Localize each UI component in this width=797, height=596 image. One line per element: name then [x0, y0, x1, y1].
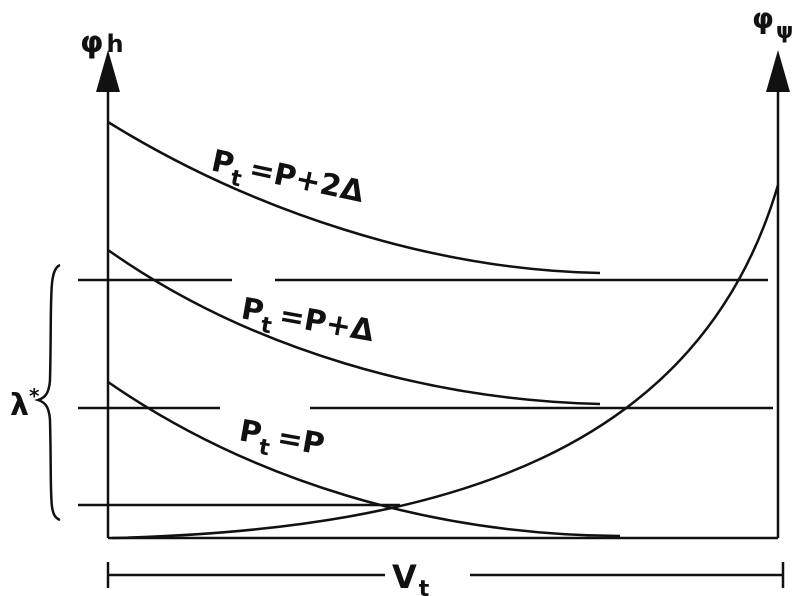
curve-label: Pt=P — [235, 413, 327, 470]
axis-label: φψ — [752, 2, 793, 44]
left-arrow — [96, 50, 120, 92]
bracket — [34, 263, 61, 522]
curve — [107, 120, 601, 275]
axis-label: Vt — [392, 558, 430, 596]
curve — [107, 248, 601, 406]
right-arrow — [766, 50, 790, 92]
curve — [107, 380, 621, 538]
bracket-label: λ* — [10, 384, 40, 423]
dimension-line — [106, 562, 785, 588]
rising-curve — [111, 184, 780, 540]
